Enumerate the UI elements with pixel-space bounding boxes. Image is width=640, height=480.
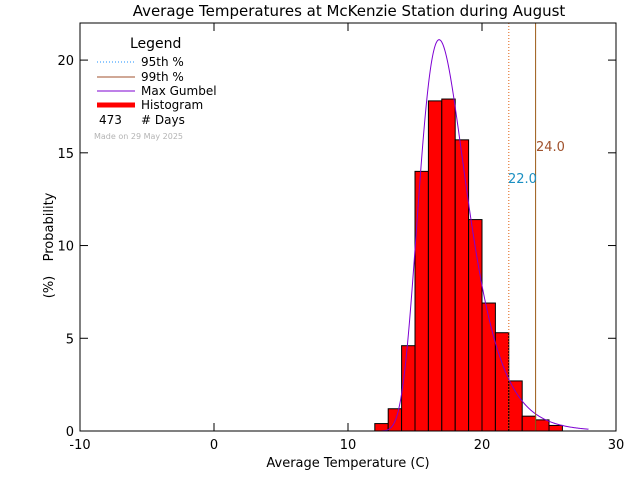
max-gumbel-curve <box>381 39 589 432</box>
histogram-bar <box>468 219 483 432</box>
legend-title: Legend <box>130 36 181 52</box>
histogram-bar <box>414 170 429 432</box>
x-tick-label: 10 <box>340 438 357 453</box>
y-axis-label: Probability <box>42 192 57 261</box>
legend-label-99th: 99th % <box>141 70 184 84</box>
histogram-bar <box>494 332 510 432</box>
legend-label-gumbel: Max Gumbel <box>141 84 217 98</box>
x-tick-label: 0 <box>210 438 218 453</box>
histogram-bar <box>427 100 443 432</box>
y-axis: 0 5 10 15 20 <box>57 54 616 440</box>
histogram-bar <box>548 424 563 432</box>
legend-days-label: # Days <box>141 113 185 127</box>
histogram-bar <box>441 98 456 432</box>
legend: Legend 95th % 99th % Max Gumbel Histogra… <box>94 36 217 141</box>
y-tick-label: 0 <box>66 425 74 440</box>
percentile-95-label: 22.0 <box>508 172 537 187</box>
made-on-note: Made on 29 May 2025 <box>94 132 183 141</box>
histogram-bar <box>535 419 550 432</box>
x-tick-label: 30 <box>608 438 625 453</box>
y-axis-units: (%) <box>42 276 57 299</box>
x-tick-label: -10 <box>69 438 90 453</box>
histogram-bar <box>521 415 537 432</box>
y-tick-label: 15 <box>57 147 74 162</box>
histogram-bar <box>481 302 496 432</box>
legend-label-histogram: Histogram <box>141 98 203 112</box>
legend-label-95th: 95th % <box>141 55 184 69</box>
y-tick-label: 20 <box>57 54 74 69</box>
histogram-bar <box>454 139 470 432</box>
y-tick-label: 10 <box>57 240 74 255</box>
x-axis-label: Average Temperature (C) <box>266 456 429 471</box>
x-tick-label: 20 <box>474 438 491 453</box>
histogram-bar <box>508 380 523 432</box>
legend-days-count: 473 <box>99 113 122 127</box>
y-tick-label: 5 <box>66 332 74 347</box>
histogram-bar <box>401 345 416 432</box>
chart-title: Average Temperatures at McKenzie Station… <box>133 2 566 20</box>
x-axis: -10 0 10 20 30 <box>69 23 624 453</box>
percentile-99-label: 24.0 <box>536 140 565 155</box>
